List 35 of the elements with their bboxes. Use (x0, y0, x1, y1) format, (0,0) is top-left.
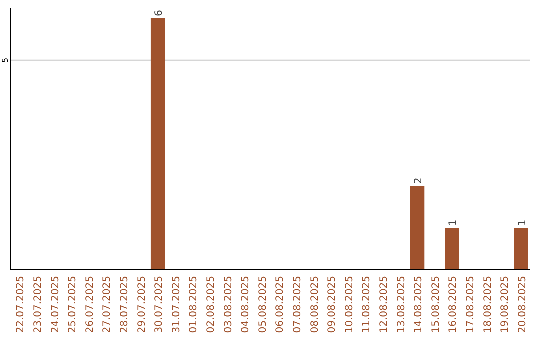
x-tick-label: 10.08.2025 (344, 276, 356, 334)
x-tick-label: 04.08.2025 (240, 276, 252, 334)
x-tick-label: 14.08.2025 (414, 276, 425, 334)
x-tick-label: 25.07.2025 (68, 276, 79, 334)
x-tick-label: 01.08.2025 (188, 276, 200, 334)
x-tick-label: 02.08.2025 (206, 276, 217, 334)
x-tick-label: 29.07.2025 (136, 276, 148, 334)
x-tick-label: 11.08.2025 (362, 276, 373, 334)
x-tick-label: 30.07.2025 (154, 276, 166, 334)
x-tick-label: 22.07.2025 (16, 276, 27, 334)
x-tick-label: 05.08.2025 (258, 276, 269, 334)
x-tick-label: 28.07.2025 (119, 276, 130, 334)
x-tick-label: 20.08.2025 (517, 276, 528, 334)
x-tick-label: 31.07.2025 (171, 276, 182, 334)
x-tick-label: 09.08.2025 (327, 276, 338, 334)
x-tick-label: 06.08.2025 (275, 276, 286, 334)
data-label: 1 (448, 220, 460, 226)
x-tick-label: 27.07.2025 (102, 276, 114, 334)
x-tick-label: 13.08.2025 (396, 276, 408, 334)
x-tick-label: 16.08.2025 (448, 276, 460, 334)
x-tick-label: 23.07.2025 (32, 276, 44, 334)
x-tick-label: 24.07.2025 (50, 276, 62, 334)
data-label: 6 (154, 10, 166, 16)
x-tick-label: 07.08.2025 (292, 276, 304, 334)
x-tick-label: 03.08.2025 (223, 276, 234, 334)
x-tick-label: 17.08.2025 (465, 276, 476, 334)
x-tick-label: 18.08.2025 (482, 276, 494, 334)
x-tick-label: 15.08.2025 (430, 276, 442, 334)
data-label: 1 (517, 220, 528, 226)
x-tick-label: 12.08.2025 (378, 276, 390, 334)
y-tick-label: 5 (1, 58, 10, 63)
x-tick-label: 19.08.2025 (500, 276, 512, 334)
x-tick-label: 08.08.2025 (310, 276, 321, 334)
data-label: 2 (414, 178, 425, 184)
x-tick-label: 26.07.2025 (84, 276, 96, 334)
